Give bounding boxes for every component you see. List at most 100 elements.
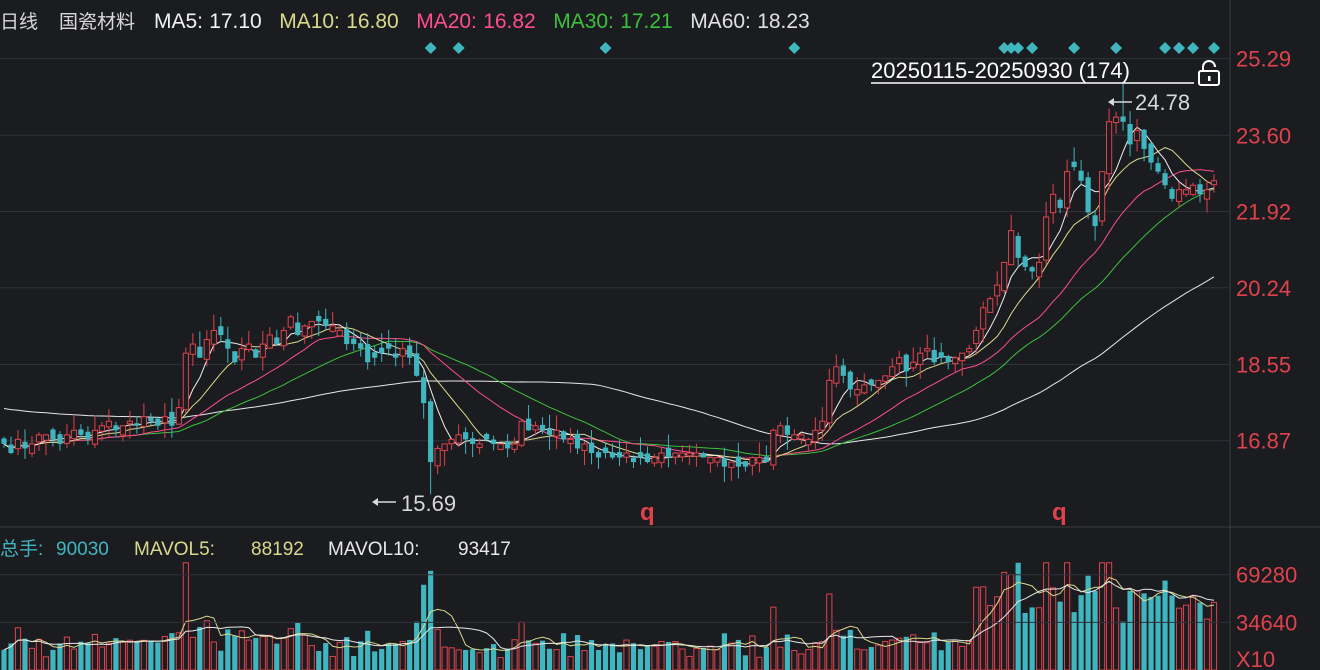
candle-body-up[interactable] (35, 434, 43, 443)
volume-bar-down[interactable] (225, 629, 231, 670)
volume-bar-down[interactable] (931, 632, 937, 670)
candle-body-up[interactable] (441, 443, 448, 452)
volume-bar-down[interactable] (1092, 590, 1098, 670)
candle-body-up[interactable] (518, 420, 525, 446)
candle-body-down[interactable] (386, 343, 392, 349)
candle-body-down[interactable] (232, 351, 238, 363)
candle-body-up[interactable] (749, 457, 756, 466)
candle-body-up[interactable] (952, 357, 959, 365)
candle-body-up[interactable] (833, 366, 840, 384)
candle-body-down[interactable] (1022, 256, 1028, 267)
candle-body-up[interactable] (203, 339, 210, 360)
candle-body-down[interactable] (1057, 199, 1063, 208)
volume-bar-down[interactable] (253, 637, 259, 670)
volume-bar-up[interactable] (1064, 562, 1071, 670)
candle-body-up[interactable] (1001, 261, 1008, 292)
volume-bar-down[interactable] (463, 649, 469, 670)
candle-body-down[interactable] (50, 429, 56, 440)
signal-diamond[interactable] (788, 42, 801, 54)
volume-bar-up[interactable] (861, 649, 868, 670)
candle-body-up[interactable] (679, 452, 686, 458)
candle-body-up[interactable] (910, 361, 917, 369)
candle-body-down[interactable] (225, 339, 231, 349)
candle-body-down[interactable] (253, 349, 259, 358)
volume-bar-up[interactable] (791, 650, 798, 670)
candle-body-down[interactable] (155, 418, 161, 426)
candle-body-up[interactable] (329, 325, 336, 332)
candle-body-up[interactable] (98, 425, 106, 432)
volume-bar-up[interactable] (455, 649, 462, 670)
volume-bar-up[interactable] (1105, 562, 1113, 670)
volume-bar-down[interactable] (421, 584, 427, 670)
candle-body-down[interactable] (316, 315, 322, 322)
candle-body-down[interactable] (560, 431, 567, 440)
candle-body-down[interactable] (148, 417, 154, 422)
candle-body-up[interactable] (707, 457, 714, 464)
candle-body-down[interactable] (602, 447, 609, 453)
candle-body-up[interactable] (497, 443, 504, 450)
volume-bar-down[interactable] (665, 641, 672, 670)
candle-body-down[interactable] (85, 431, 91, 440)
signal-diamond[interactable] (452, 42, 465, 54)
candle-body-up[interactable] (140, 416, 147, 427)
volume-bar-up[interactable] (693, 648, 700, 670)
volume-bar-up[interactable] (994, 596, 1001, 670)
volume-bar-down[interactable] (735, 639, 741, 670)
volume-bar-up[interactable] (1098, 562, 1106, 670)
volume-bar-up[interactable] (882, 641, 889, 670)
candle-body-up[interactable] (861, 384, 868, 394)
candle-body-down[interactable] (903, 354, 909, 372)
volume-bar-down[interactable] (148, 640, 154, 670)
candle-body-up[interactable] (280, 329, 287, 347)
volume-bar-down[interactable] (574, 635, 581, 670)
volume-bar-down[interactable] (588, 640, 595, 670)
candle-body-down[interactable] (1085, 177, 1091, 213)
volume-bar-down[interactable] (609, 643, 616, 670)
volume-bar-down[interactable] (1120, 621, 1126, 670)
volume-bar-down[interactable] (840, 635, 846, 670)
candle-body-up[interactable] (1175, 189, 1183, 202)
volume-bar-down[interactable] (316, 650, 322, 670)
candle-body-up[interactable] (63, 434, 71, 444)
volume-bar-down[interactable] (868, 647, 874, 670)
volume-bar-up[interactable] (126, 639, 133, 670)
volume-bar-down[interactable] (539, 640, 546, 670)
candle-body-down[interactable] (1078, 170, 1084, 181)
volume-bar-down[interactable] (721, 633, 728, 670)
volume-bar-up[interactable] (1203, 618, 1211, 670)
volume-bar-up[interactable] (826, 593, 833, 670)
volume-bar-down[interactable] (386, 643, 392, 670)
volume-bar-up[interactable] (672, 641, 679, 670)
candle-body-down[interactable] (1148, 143, 1154, 163)
candle-body-down[interactable] (784, 425, 790, 435)
volume-bar-up[interactable] (266, 634, 273, 670)
volume-bar-down[interactable] (155, 642, 161, 670)
volume-bar-down[interactable] (504, 648, 511, 670)
volume-bar-up[interactable] (63, 636, 71, 670)
volume-bar-up[interactable] (1189, 595, 1197, 670)
candle-body-down[interactable] (539, 424, 546, 431)
volume-bar-down[interactable] (945, 641, 951, 670)
candle-body-down[interactable] (421, 377, 427, 404)
candle-body-down[interactable] (274, 337, 280, 345)
volume-bar-up[interactable] (448, 647, 455, 670)
candle-body-up[interactable] (511, 443, 518, 450)
candle-body-up[interactable] (826, 379, 833, 424)
candle-body-up[interactable] (70, 429, 78, 440)
candle-body-down[interactable] (323, 318, 329, 326)
volume-bar-down[interactable] (323, 643, 329, 670)
volume-bar-down[interactable] (1127, 590, 1133, 670)
candle-body-down[interactable] (295, 322, 301, 335)
volume-bar-up[interactable] (679, 648, 686, 670)
volume-bar-down[interactable] (379, 648, 385, 670)
volume-bar-down[interactable] (351, 655, 357, 670)
volume-bar-down[interactable] (847, 629, 853, 670)
volume-bar-down[interactable] (490, 644, 497, 670)
volume-bar-down[interactable] (644, 645, 651, 670)
volume-bar-up[interactable] (833, 629, 840, 670)
candle-body-up[interactable] (651, 457, 658, 464)
candle-body-down[interactable] (504, 441, 511, 449)
volume-bar-down[interactable] (344, 637, 350, 670)
candle-body-up[interactable] (994, 284, 1001, 297)
volume-bar-up[interactable] (924, 642, 931, 670)
